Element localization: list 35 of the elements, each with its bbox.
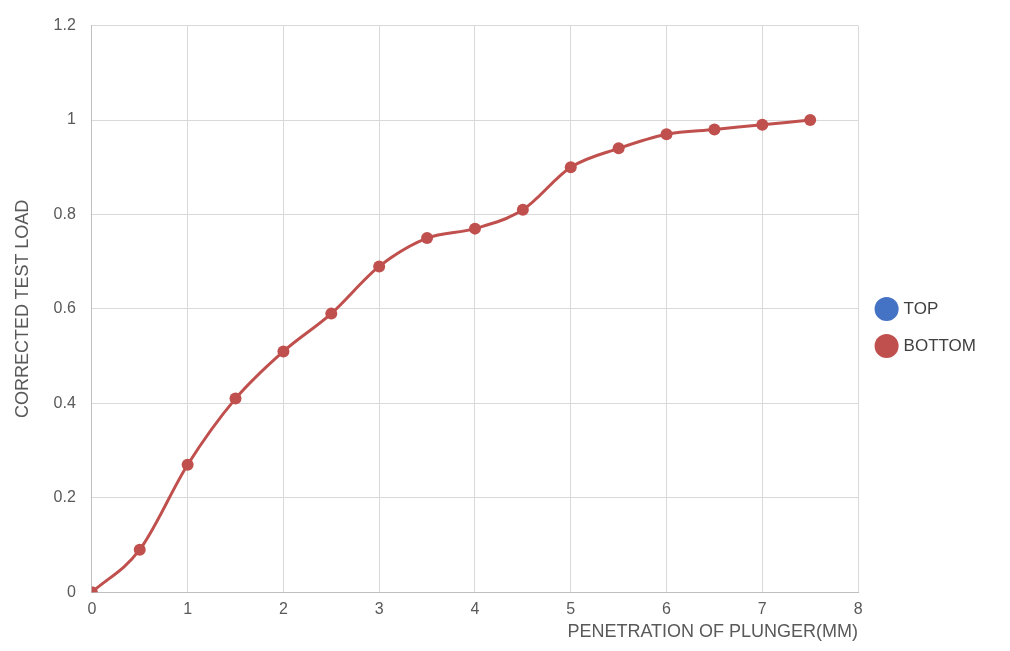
legend-label: BOTTOM xyxy=(903,335,977,355)
y-tick-label: 0 xyxy=(66,582,76,600)
point xyxy=(325,307,338,320)
point xyxy=(373,260,386,273)
point xyxy=(516,203,529,216)
point xyxy=(708,123,721,136)
point xyxy=(421,232,434,245)
point xyxy=(181,458,194,471)
y-tick-label: 1 xyxy=(66,110,76,128)
point xyxy=(277,345,290,358)
point xyxy=(133,543,146,556)
point xyxy=(756,118,769,131)
point xyxy=(612,142,625,155)
x-tick-label: 3 xyxy=(374,600,384,618)
point xyxy=(468,222,481,235)
y-tick-label: 0.6 xyxy=(53,299,76,317)
x-tick-label: 7 xyxy=(757,600,767,618)
x-axis-title: PENETRATION OF PLUNGER(MM) xyxy=(567,621,859,642)
y-tick-label: 1.2 xyxy=(53,16,76,34)
point xyxy=(229,392,242,405)
x-tick-label: 0 xyxy=(87,600,97,618)
x-tick-label: 6 xyxy=(662,600,672,618)
point xyxy=(660,128,673,141)
x-tick-label: 5 xyxy=(566,600,576,618)
y-axis-title: CORRECTED TEST LOAD xyxy=(11,199,32,419)
legend-label: TOP xyxy=(903,298,939,318)
x-tick-label: 4 xyxy=(470,600,480,618)
point xyxy=(804,114,817,127)
y-tick-label: 0.8 xyxy=(53,204,76,222)
y-tick-label: 0.4 xyxy=(53,393,76,411)
x-tick-label: 8 xyxy=(853,600,863,618)
y-tick-label: 0.2 xyxy=(53,488,76,506)
x-tick-label: 1 xyxy=(183,600,193,618)
point xyxy=(564,161,577,174)
x-tick-label: 2 xyxy=(278,600,288,618)
